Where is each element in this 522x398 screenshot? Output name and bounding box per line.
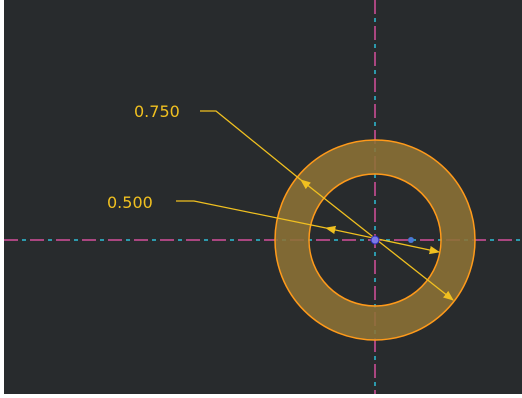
cad-viewport[interactable]: 0.750 0.500	[4, 0, 522, 394]
dimension-label-inner[interactable]: 0.500	[107, 193, 153, 212]
outer-circle[interactable]	[274, 139, 476, 341]
sketch-canvas[interactable]: 0.750 0.500	[4, 0, 522, 394]
center-point[interactable]	[370, 235, 380, 245]
dimension-0500[interactable]: 0.500	[107, 193, 441, 255]
sketch-point[interactable]	[408, 237, 414, 243]
dimension-label-outer[interactable]: 0.750	[134, 102, 180, 121]
